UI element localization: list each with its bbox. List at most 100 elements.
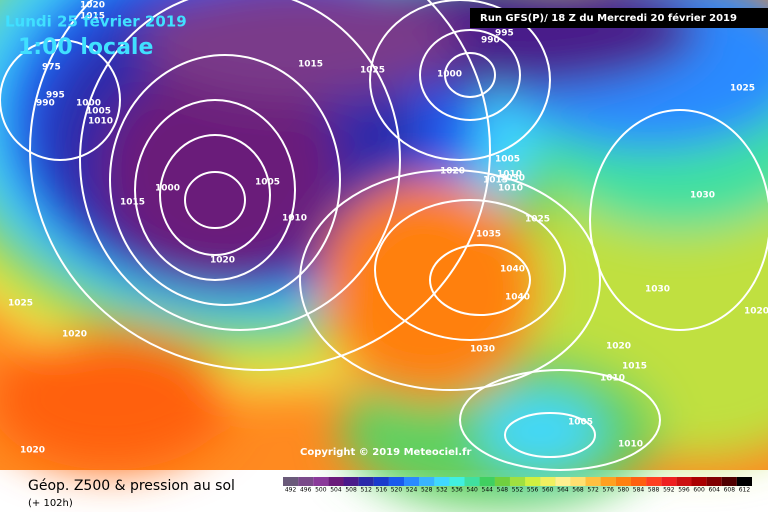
legend-swatch [358, 477, 374, 486]
isobar-label: 1030 [470, 345, 495, 355]
legend-label: 560 [542, 487, 554, 494]
legend-swatch [615, 477, 631, 486]
legend-label: 596 [678, 487, 690, 494]
isobar-label: 1015 [298, 60, 323, 70]
legend-swatch [449, 477, 465, 486]
legend-label: 500 [315, 487, 327, 494]
legend-swatch [509, 477, 526, 486]
local-time: 1:00 locale [18, 35, 153, 60]
isobar-label: 1030 [690, 191, 715, 201]
isobar-label: 1010 [497, 170, 522, 180]
isobar-label: 1020 [744, 307, 768, 317]
isobar-label: 975 [42, 63, 61, 73]
legend-label: 540 [466, 487, 478, 494]
isobar-label: 1005 [495, 155, 520, 165]
isobar-label: 1000 [76, 99, 101, 109]
isobar-label: 1025 [730, 84, 755, 94]
isobar-label: 1020 [62, 330, 87, 340]
isobar-label: 995 [46, 91, 65, 101]
isobar-label: 1000 [155, 184, 180, 194]
isobar-label: 1030 [645, 285, 670, 295]
legend-swatch [646, 477, 662, 486]
isobar-label: 1015 [80, 12, 105, 22]
legend-swatch [494, 477, 510, 486]
isobar-label: 1010 [88, 117, 113, 127]
isobar-labels: 1020101597599099510001005101010151025995… [8, 1, 768, 456]
footer-title: Géop. Z500 & pression au sol [28, 478, 235, 494]
legend-swatch [630, 477, 647, 486]
isobar-label: 1010 [498, 184, 523, 194]
legend-label: 512 [360, 487, 372, 494]
legend-swatch [434, 477, 450, 486]
isobar-label: 1030 [500, 174, 525, 184]
legend-label: 524 [406, 487, 418, 494]
isobar-label: 1010 [282, 214, 307, 224]
isobar-label: 1015 [622, 362, 647, 372]
isobar-label: 1010 [618, 440, 643, 450]
legend-label: 492 [285, 487, 297, 494]
isobar-label: 1020 [440, 167, 465, 177]
legend-swatch [328, 477, 344, 486]
isobar-label: 1020 [606, 342, 631, 352]
isobar-label: 1015 [120, 198, 145, 208]
legend-swatch [388, 477, 405, 486]
legend-swatch [691, 477, 707, 486]
legend-swatch [419, 477, 435, 486]
legend-label: 552 [512, 487, 524, 494]
legend-swatch [404, 477, 420, 486]
isobar-label: 1005 [255, 178, 280, 188]
color-legend: 492 496 500 504 508 512 516 520 524 528 532 536 540 5… [283, 477, 752, 494]
isobar-label: 1025 [360, 66, 385, 76]
run-box [470, 8, 768, 28]
footer-subtitle: (+ 102h) [28, 498, 73, 509]
isobars [0, 0, 768, 458]
legend-label: 584 [633, 487, 645, 494]
legend-swatch [540, 477, 556, 486]
legend-label: 496 [300, 487, 312, 494]
isobar-label: 990 [481, 36, 500, 46]
isobar-label: 1010 [600, 374, 625, 384]
legend-swatch [479, 477, 495, 486]
legend-swatch [283, 477, 299, 486]
legend-swatch [600, 477, 616, 486]
legend-label: 608 [724, 487, 736, 494]
legend-swatch [373, 477, 389, 486]
run-info: Run GFS(P)/ 18 Z du Mercredi 20 février … [480, 12, 737, 24]
legend-label: 572 [587, 487, 599, 494]
isobar-label: 1040 [500, 265, 525, 275]
legend-label: 548 [497, 487, 509, 494]
date: Lundi 25 février 2019 [5, 13, 187, 31]
legend-label: 604 [708, 487, 720, 494]
isobar-label: 1015 [483, 176, 508, 186]
isobar-label: 1040 [505, 293, 530, 303]
isobar-label: 990 [36, 99, 55, 109]
isobar-label: 1005 [86, 107, 111, 117]
legend-label: 532 [436, 487, 448, 494]
legend-swatch [661, 477, 677, 486]
legend-label: 576 [603, 487, 615, 494]
legend-label: 568 [572, 487, 584, 494]
legend-label: 508 [345, 487, 357, 494]
legend-swatch [676, 477, 692, 486]
legend-swatch [343, 477, 359, 486]
legend-label: 556 [527, 487, 539, 494]
isobar-label: 1035 [476, 230, 501, 240]
isobar-label: 1005 [568, 418, 593, 428]
legend-label: 600 [693, 487, 705, 494]
legend-label: 612 [739, 487, 751, 494]
isobar-label: 1020 [210, 256, 235, 266]
legend-label: 536 [451, 487, 463, 494]
isobar-label: 1025 [8, 299, 33, 309]
legend-swatch [464, 477, 480, 486]
isobar-label: 995 [495, 29, 514, 39]
legend-swatch [736, 477, 752, 486]
legend-swatch [706, 477, 722, 486]
isobar-label: 1020 [80, 1, 105, 11]
legend-swatch [721, 477, 737, 486]
legend-swatch [525, 477, 541, 486]
isobar-label: 1000 [437, 70, 462, 80]
legend-swatch [313, 477, 329, 486]
legend-swatch [570, 477, 586, 486]
isobar-label: 1025 [525, 215, 550, 225]
